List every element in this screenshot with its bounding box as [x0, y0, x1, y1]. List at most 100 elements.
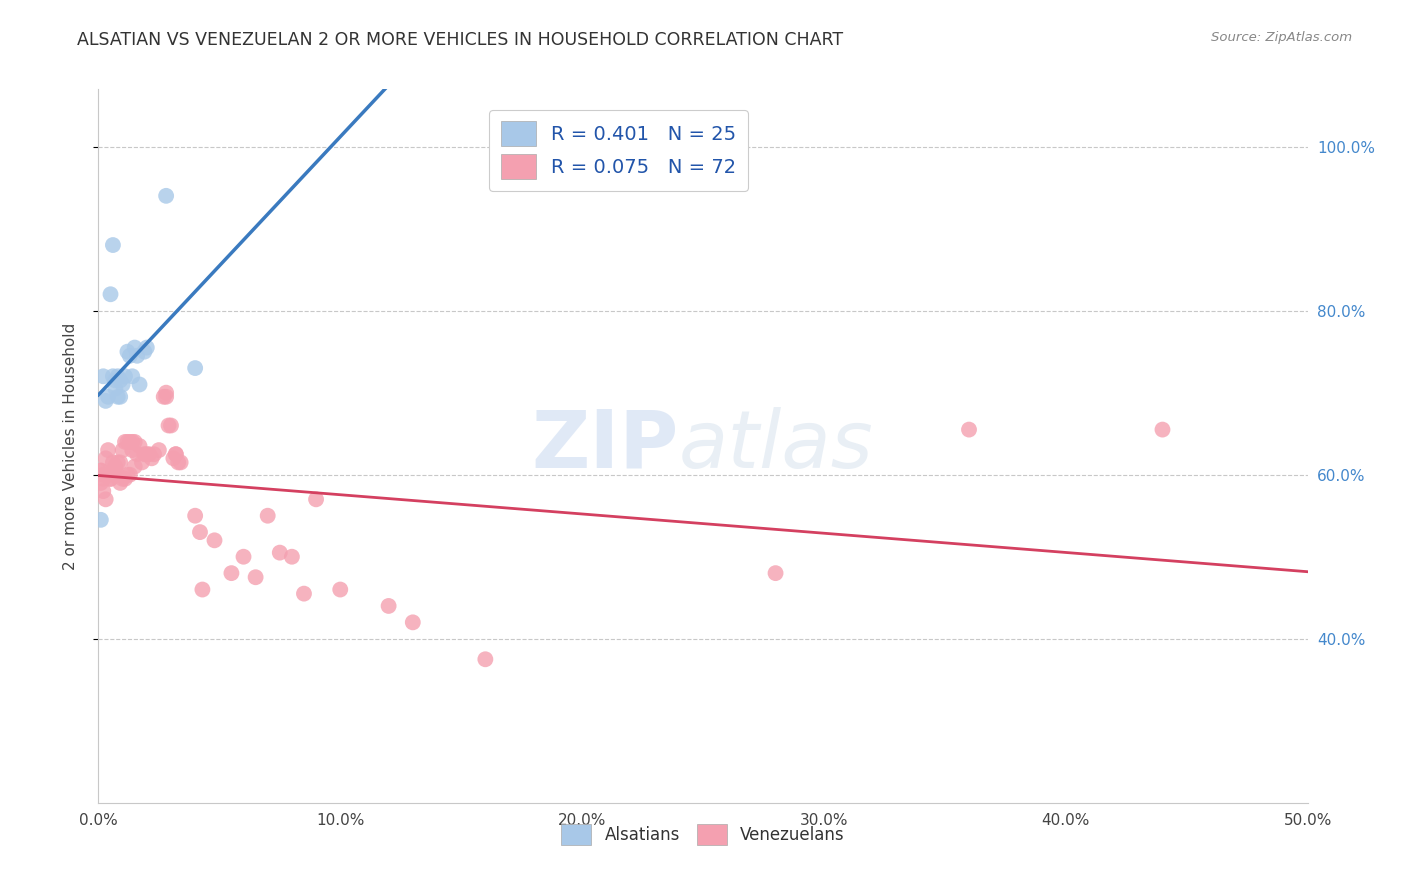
Y-axis label: 2 or more Vehicles in Household: 2 or more Vehicles in Household — [63, 322, 77, 570]
Point — [111, 472, 134, 486]
Point — [232, 549, 254, 564]
Point — [117, 434, 139, 449]
Point — [765, 566, 787, 581]
Point — [128, 377, 150, 392]
Point — [292, 587, 315, 601]
Point — [191, 582, 214, 597]
Point — [108, 455, 131, 469]
Point — [91, 484, 114, 499]
Point — [141, 451, 163, 466]
Point — [127, 349, 149, 363]
Point — [97, 390, 120, 404]
Point — [117, 344, 139, 359]
Point — [1152, 423, 1174, 437]
Point — [114, 434, 136, 449]
Point — [91, 369, 114, 384]
Point — [124, 459, 146, 474]
Point — [134, 447, 156, 461]
Point — [108, 475, 131, 490]
Point — [118, 349, 141, 363]
Point — [134, 344, 156, 359]
Point — [104, 467, 127, 482]
Point — [167, 455, 190, 469]
Point — [281, 549, 304, 564]
Point — [90, 464, 112, 478]
Point — [118, 434, 141, 449]
Point — [101, 455, 124, 469]
Point — [114, 369, 136, 384]
Point — [184, 361, 207, 376]
Point — [131, 455, 153, 469]
Point — [135, 447, 157, 461]
Point — [97, 443, 120, 458]
Point — [94, 467, 117, 482]
Point — [90, 513, 112, 527]
Point — [157, 418, 180, 433]
Point — [107, 467, 129, 482]
Point — [269, 546, 291, 560]
Point — [152, 390, 174, 404]
Point — [91, 467, 114, 482]
Point — [165, 447, 187, 461]
Point — [94, 393, 117, 408]
Point — [94, 451, 117, 466]
Point — [94, 492, 117, 507]
Point — [474, 652, 496, 666]
Point — [100, 287, 122, 301]
Text: Source: ZipAtlas.com: Source: ZipAtlas.com — [1212, 31, 1353, 45]
Point — [124, 434, 146, 449]
Point — [97, 467, 120, 482]
Point — [162, 451, 184, 466]
Point — [107, 369, 129, 384]
Point — [101, 369, 124, 384]
Point — [100, 472, 122, 486]
Point — [104, 382, 127, 396]
Point — [148, 443, 170, 458]
Point — [121, 369, 143, 384]
Point — [107, 390, 129, 404]
Point — [188, 525, 211, 540]
Point — [111, 443, 134, 458]
Point — [245, 570, 267, 584]
Point — [114, 472, 136, 486]
Point — [90, 464, 112, 478]
Point — [221, 566, 243, 581]
Point — [121, 434, 143, 449]
Point — [90, 475, 112, 490]
Point — [117, 467, 139, 482]
Point — [377, 599, 399, 613]
Point — [128, 439, 150, 453]
Point — [101, 238, 124, 252]
Point — [104, 459, 127, 474]
Point — [155, 385, 177, 400]
Point — [165, 447, 187, 461]
Point — [329, 582, 352, 597]
Point — [160, 418, 183, 433]
Legend: Alsatians, Venezuelans: Alsatians, Venezuelans — [551, 814, 855, 855]
Point — [101, 464, 124, 478]
Text: atlas: atlas — [679, 407, 873, 485]
Point — [108, 390, 131, 404]
Point — [100, 467, 122, 482]
Point — [402, 615, 425, 630]
Text: ALSATIAN VS VENEZUELAN 2 OR MORE VEHICLES IN HOUSEHOLD CORRELATION CHART: ALSATIAN VS VENEZUELAN 2 OR MORE VEHICLE… — [77, 31, 844, 49]
Point — [100, 472, 122, 486]
Point — [127, 447, 149, 461]
Point — [184, 508, 207, 523]
Point — [135, 341, 157, 355]
Point — [124, 341, 146, 355]
Point — [155, 390, 177, 404]
Point — [256, 508, 278, 523]
Point — [107, 455, 129, 469]
Point — [957, 423, 980, 437]
Point — [169, 455, 191, 469]
Point — [143, 447, 166, 461]
Point — [121, 443, 143, 458]
Point — [118, 467, 141, 482]
Point — [111, 377, 134, 392]
Point — [204, 533, 226, 548]
Point — [138, 447, 160, 461]
Point — [155, 189, 177, 203]
Point — [104, 373, 127, 387]
Text: ZIP: ZIP — [531, 407, 679, 485]
